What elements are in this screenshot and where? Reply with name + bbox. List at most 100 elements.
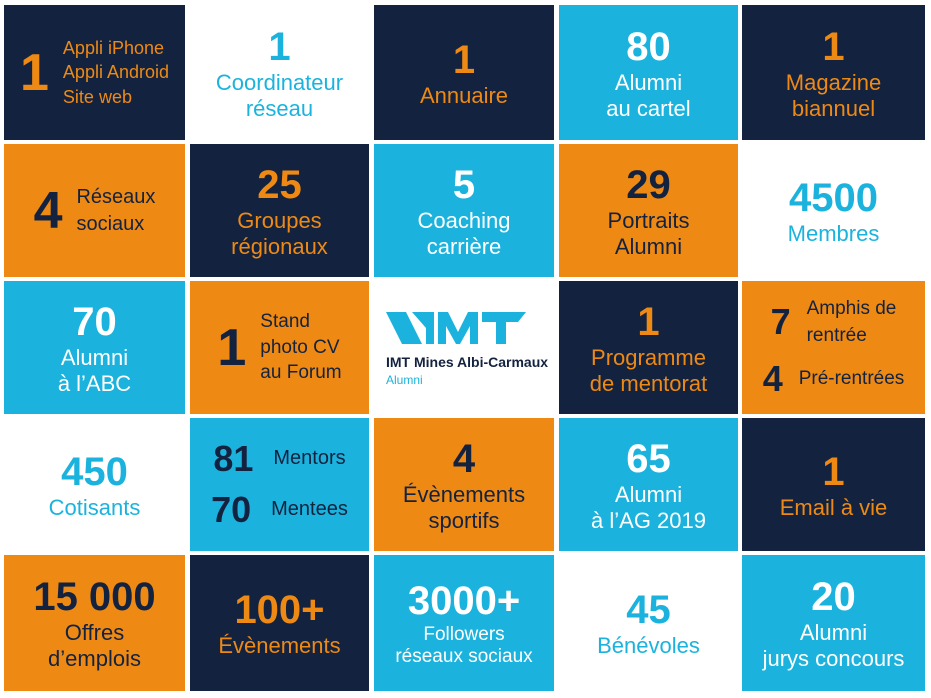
- tile-stand: 1 Stand photo CV au Forum: [190, 281, 369, 414]
- mentees-pair: 70 Mentees: [211, 489, 348, 531]
- benevoles-number: 45: [626, 588, 671, 633]
- coordinateur-line1: Coordinateur: [215, 69, 344, 95]
- mentees-number: 70: [211, 488, 252, 530]
- mentees-label: Mentees: [271, 497, 348, 520]
- tile-abc: 70 Alumni à l’ABC: [4, 281, 185, 414]
- prerentrees-pair: 4 Pré-rentrées: [763, 358, 905, 400]
- sportifs-number: 4: [452, 436, 476, 481]
- apps-number: 1: [20, 43, 49, 102]
- tile-mentorat: 1 Programme de mentorat: [559, 281, 738, 414]
- tile-annuaire: 1 Annuaire: [374, 5, 554, 140]
- tile-sportifs: 4 Évènements sportifs: [374, 418, 554, 551]
- followers-line2: réseaux sociaux: [395, 646, 533, 667]
- coaching-number: 5: [452, 162, 476, 207]
- portraits-line2: Alumni: [614, 233, 683, 259]
- abc-line2: à l’ABC: [57, 370, 132, 396]
- reseaux-line1: Réseaux: [76, 185, 156, 208]
- stand-labels: Stand photo CV au Forum: [260, 309, 341, 386]
- ag-line2: à l’AG 2019: [591, 507, 706, 533]
- cotisants-label: Cotisants: [48, 494, 141, 520]
- ag-number: 65: [626, 436, 671, 481]
- amphis-label-b: rentrée: [806, 325, 867, 347]
- tile-followers: 3000+ Followers réseaux sociaux: [374, 555, 554, 691]
- tile-ag: 65 Alumni à l’AG 2019: [559, 418, 738, 551]
- prerentrees-label: Pré-rentrées: [798, 367, 905, 389]
- logo-name: IMT Mines Albi-Carmaux: [386, 354, 549, 371]
- magazine-line1: Magazine: [785, 69, 882, 95]
- abc-line1: Alumni: [60, 344, 129, 370]
- tile-portraits: 29 Portraits Alumni: [559, 144, 738, 277]
- amphis-pair: 7 Amphis de rentrée: [771, 295, 897, 350]
- mentors-number: 81: [213, 438, 254, 480]
- mentorat-line1: Programme: [591, 344, 706, 370]
- portraits-line1: Portraits: [607, 207, 690, 233]
- tile-email: 1 Email à vie: [742, 418, 925, 551]
- coaching-line2: carrière: [426, 233, 502, 259]
- jurys-number: 20: [811, 575, 856, 620]
- jurys-line2: jurys concours: [762, 646, 905, 671]
- benevoles-label: Bénévoles: [597, 633, 700, 659]
- followers-line1: Followers: [423, 623, 505, 645]
- evenements-number: 100+: [234, 588, 325, 633]
- tile-mentors: 81 Mentors 70 Mentees: [190, 418, 369, 551]
- ag-line1: Alumni: [614, 481, 683, 507]
- cartel-line1: Alumni: [614, 69, 683, 95]
- mentors-pair: 81 Mentors: [213, 438, 345, 480]
- membres-label: Membres: [787, 220, 880, 246]
- groupes-number: 25: [257, 162, 302, 207]
- amphis-label-a: Amphis de: [806, 297, 897, 319]
- tile-logo: IMT Mines Albi-Carmaux Alumni: [374, 281, 554, 414]
- imt-logo-icon: [386, 312, 526, 345]
- tile-reseaux: 4 Réseaux sociaux: [4, 144, 185, 277]
- apps-label-iphone: Appli iPhone: [62, 38, 164, 59]
- sportifs-line1: Évènements: [402, 481, 526, 507]
- reseaux-line2: sociaux: [76, 212, 145, 235]
- annuaire-number: 1: [452, 37, 476, 82]
- stand-number: 1: [217, 318, 247, 377]
- magazine-number: 1: [822, 24, 845, 69]
- offres-number: 15 000: [33, 575, 156, 620]
- tile-offres: 15 000 Offres d’emplois: [4, 555, 185, 691]
- email-number: 1: [822, 449, 845, 494]
- prerentrees-number: 4: [762, 357, 783, 399]
- coordinateur-line2: réseau: [245, 95, 314, 121]
- groupes-line1: Groupes: [237, 207, 322, 233]
- groupes-line2: régionaux: [231, 233, 328, 259]
- tile-membres: 4500 Membres: [742, 144, 925, 277]
- tile-cotisants: 450 Cotisants: [4, 418, 185, 551]
- tile-jurys: 20 Alumni jurys concours: [742, 555, 925, 691]
- reseaux-number: 4: [33, 181, 63, 240]
- abc-number: 70: [72, 299, 117, 344]
- apps-label-android: Appli Android: [62, 62, 169, 83]
- membres-number: 4500: [789, 175, 878, 220]
- reseaux-labels: Réseaux sociaux: [76, 184, 155, 238]
- apps-labels: Appli iPhone Appli Android Site web: [63, 36, 169, 109]
- cotisants-number: 450: [61, 449, 128, 494]
- evenements-label: Évènements: [218, 633, 341, 659]
- tile-magazine: 1 Magazine biannuel: [742, 5, 925, 140]
- tile-cartel: 80 Alumni au cartel: [559, 5, 738, 140]
- portraits-number: 29: [626, 162, 671, 207]
- amphis-labels: Amphis de rentrée: [807, 295, 897, 350]
- tile-amphis: 7 Amphis de rentrée 4 Pré-rentrées: [742, 281, 925, 414]
- tile-groupes: 25 Groupes régionaux: [190, 144, 369, 277]
- cartel-line2: au cartel: [606, 95, 691, 121]
- mentors-label: Mentors: [273, 447, 346, 470]
- email-label: Email à vie: [779, 494, 888, 520]
- stand-line1: Stand: [260, 311, 310, 333]
- coordinateur-number: 1: [268, 24, 291, 69]
- tile-benevoles: 45 Bénévoles: [559, 555, 738, 691]
- tile-evenements: 100+ Évènements: [190, 555, 369, 691]
- mentorat-number: 1: [637, 299, 660, 344]
- cartel-number: 80: [626, 24, 671, 69]
- stand-line3: au Forum: [260, 362, 342, 384]
- stand-line2: photo CV: [260, 336, 340, 358]
- apps-label-web: Site web: [62, 86, 132, 107]
- tile-coordinateur: 1 Coordinateur réseau: [190, 5, 369, 140]
- logo-sub: Alumni: [386, 372, 423, 387]
- magazine-line2: biannuel: [791, 95, 876, 121]
- jurys-line1: Alumni: [799, 620, 868, 646]
- offres-line1: Offres: [64, 620, 125, 646]
- tile-coaching: 5 Coaching carrière: [374, 144, 554, 277]
